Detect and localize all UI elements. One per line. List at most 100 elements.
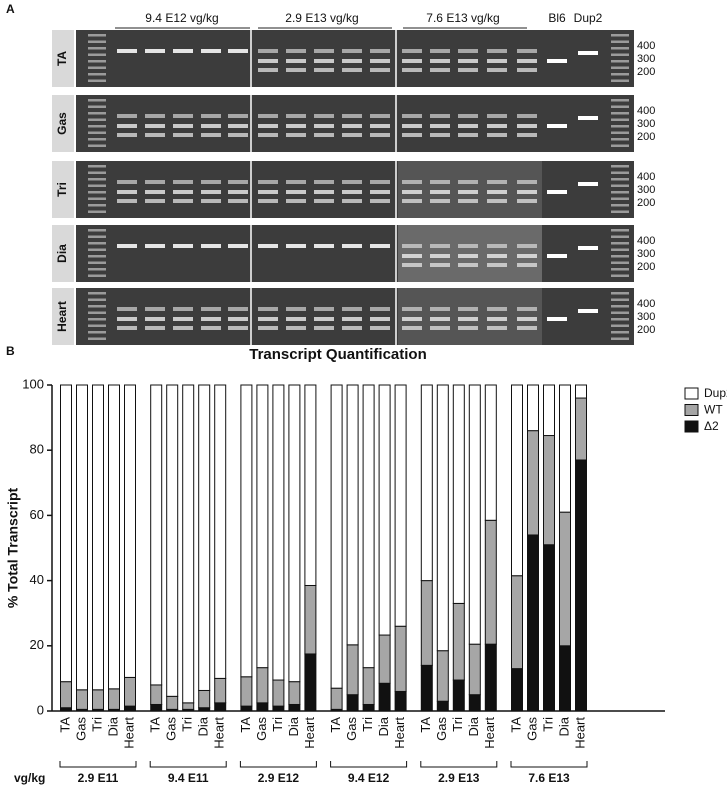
ladder-band [88, 79, 106, 82]
x-tick-label: Dia [556, 716, 571, 736]
row-label: Tri [55, 182, 69, 197]
gel-band [517, 326, 537, 330]
bar-segment [436, 384, 449, 652]
ladder-band [611, 112, 629, 115]
x-tick-label: TA [57, 717, 72, 733]
row-label: Gas [55, 112, 69, 135]
ladder-band [88, 324, 106, 327]
group-bracket [330, 761, 408, 768]
ladder-band [611, 191, 629, 194]
gel-band [430, 59, 450, 63]
gel-band [314, 307, 334, 311]
gel-band [258, 68, 278, 72]
ladder-band [611, 318, 629, 321]
gel-band [201, 244, 221, 248]
x-tick-label: Dia [286, 716, 301, 736]
panel-label: A [6, 2, 15, 16]
gel-band [487, 59, 507, 63]
row-label-box [52, 161, 74, 218]
gel-band [517, 59, 537, 63]
chart-title: Transcript Quantification [249, 346, 427, 363]
gel-band [430, 307, 450, 311]
bar-segment [124, 384, 136, 678]
bar-segment [436, 650, 449, 702]
x-tick-label: Gas [73, 717, 88, 741]
ladder-band [611, 292, 629, 295]
bar-segment [362, 667, 375, 705]
bar-segment [511, 668, 523, 712]
ladder-band [611, 210, 629, 213]
gel-band [117, 244, 137, 248]
gel-band [258, 133, 278, 137]
gel-band [402, 307, 422, 311]
x-tick-label: TA [508, 717, 523, 733]
gel-band [286, 68, 306, 72]
ladder-band [88, 131, 106, 134]
bar-segment [378, 634, 391, 684]
bar-segment [452, 679, 465, 712]
gel-band [458, 59, 478, 63]
gel-band [370, 190, 390, 194]
ladder-band [88, 274, 106, 277]
legend-label: WT [704, 403, 723, 417]
x-tick-label: Heart [572, 717, 587, 749]
gel-band [286, 307, 306, 311]
x-tick-label: Tri [450, 717, 465, 732]
size-marker: 400 [637, 235, 655, 247]
ladder-band [611, 184, 629, 187]
gel-band [342, 307, 362, 311]
ladder-band [611, 125, 629, 128]
gel-band [145, 133, 165, 137]
ladder-band [611, 311, 629, 314]
ladder-band [88, 229, 106, 232]
x-tick-label: Heart [121, 717, 136, 749]
gel-band [145, 49, 165, 53]
bar-segment [92, 384, 104, 691]
gel-image [76, 30, 634, 87]
row-label-box [52, 30, 74, 87]
gel-band [258, 59, 278, 63]
gel-band [145, 244, 165, 248]
gel-band [578, 51, 598, 55]
gel-band [117, 199, 137, 203]
gel-band [402, 180, 422, 184]
gel-group-label: 2.9 E13 vg/kg [285, 11, 358, 25]
gel-band [517, 68, 537, 72]
gel-control-label: Bl6 [548, 11, 566, 25]
x-tick-label: TA [238, 717, 253, 733]
gel-band [342, 326, 362, 330]
gel-band [228, 180, 248, 184]
gel-band [517, 49, 537, 53]
bar-segment [543, 544, 555, 712]
gel-band [314, 133, 334, 137]
gel-band [286, 244, 306, 248]
bar-segment [288, 681, 301, 705]
gel-band [314, 68, 334, 72]
x-tick-label: Tri [180, 717, 195, 732]
bar-segment [394, 625, 407, 692]
gel-band [458, 180, 478, 184]
ladder-band [88, 53, 106, 56]
gel-image [398, 288, 542, 345]
gel-band [117, 133, 137, 137]
gel-band [314, 326, 334, 330]
gel-band [430, 254, 450, 258]
row-label-box [52, 95, 74, 152]
gel-band [228, 124, 248, 128]
gel-band [286, 190, 306, 194]
gel-band [370, 180, 390, 184]
bar-segment [166, 695, 179, 710]
x-tick-label: Tri [270, 717, 285, 732]
gel-band [517, 263, 537, 267]
gel-band [402, 59, 422, 63]
gel-band [173, 114, 193, 118]
size-marker: 400 [637, 171, 655, 183]
bar-segment [304, 653, 317, 712]
gel-band [314, 199, 334, 203]
x-tick-label: Heart [392, 717, 407, 749]
group-label: 2.9 E11 [78, 771, 119, 785]
bar-segment [420, 580, 433, 666]
gel-band [173, 133, 193, 137]
bar-segment [198, 384, 211, 691]
gel-band [201, 133, 221, 137]
